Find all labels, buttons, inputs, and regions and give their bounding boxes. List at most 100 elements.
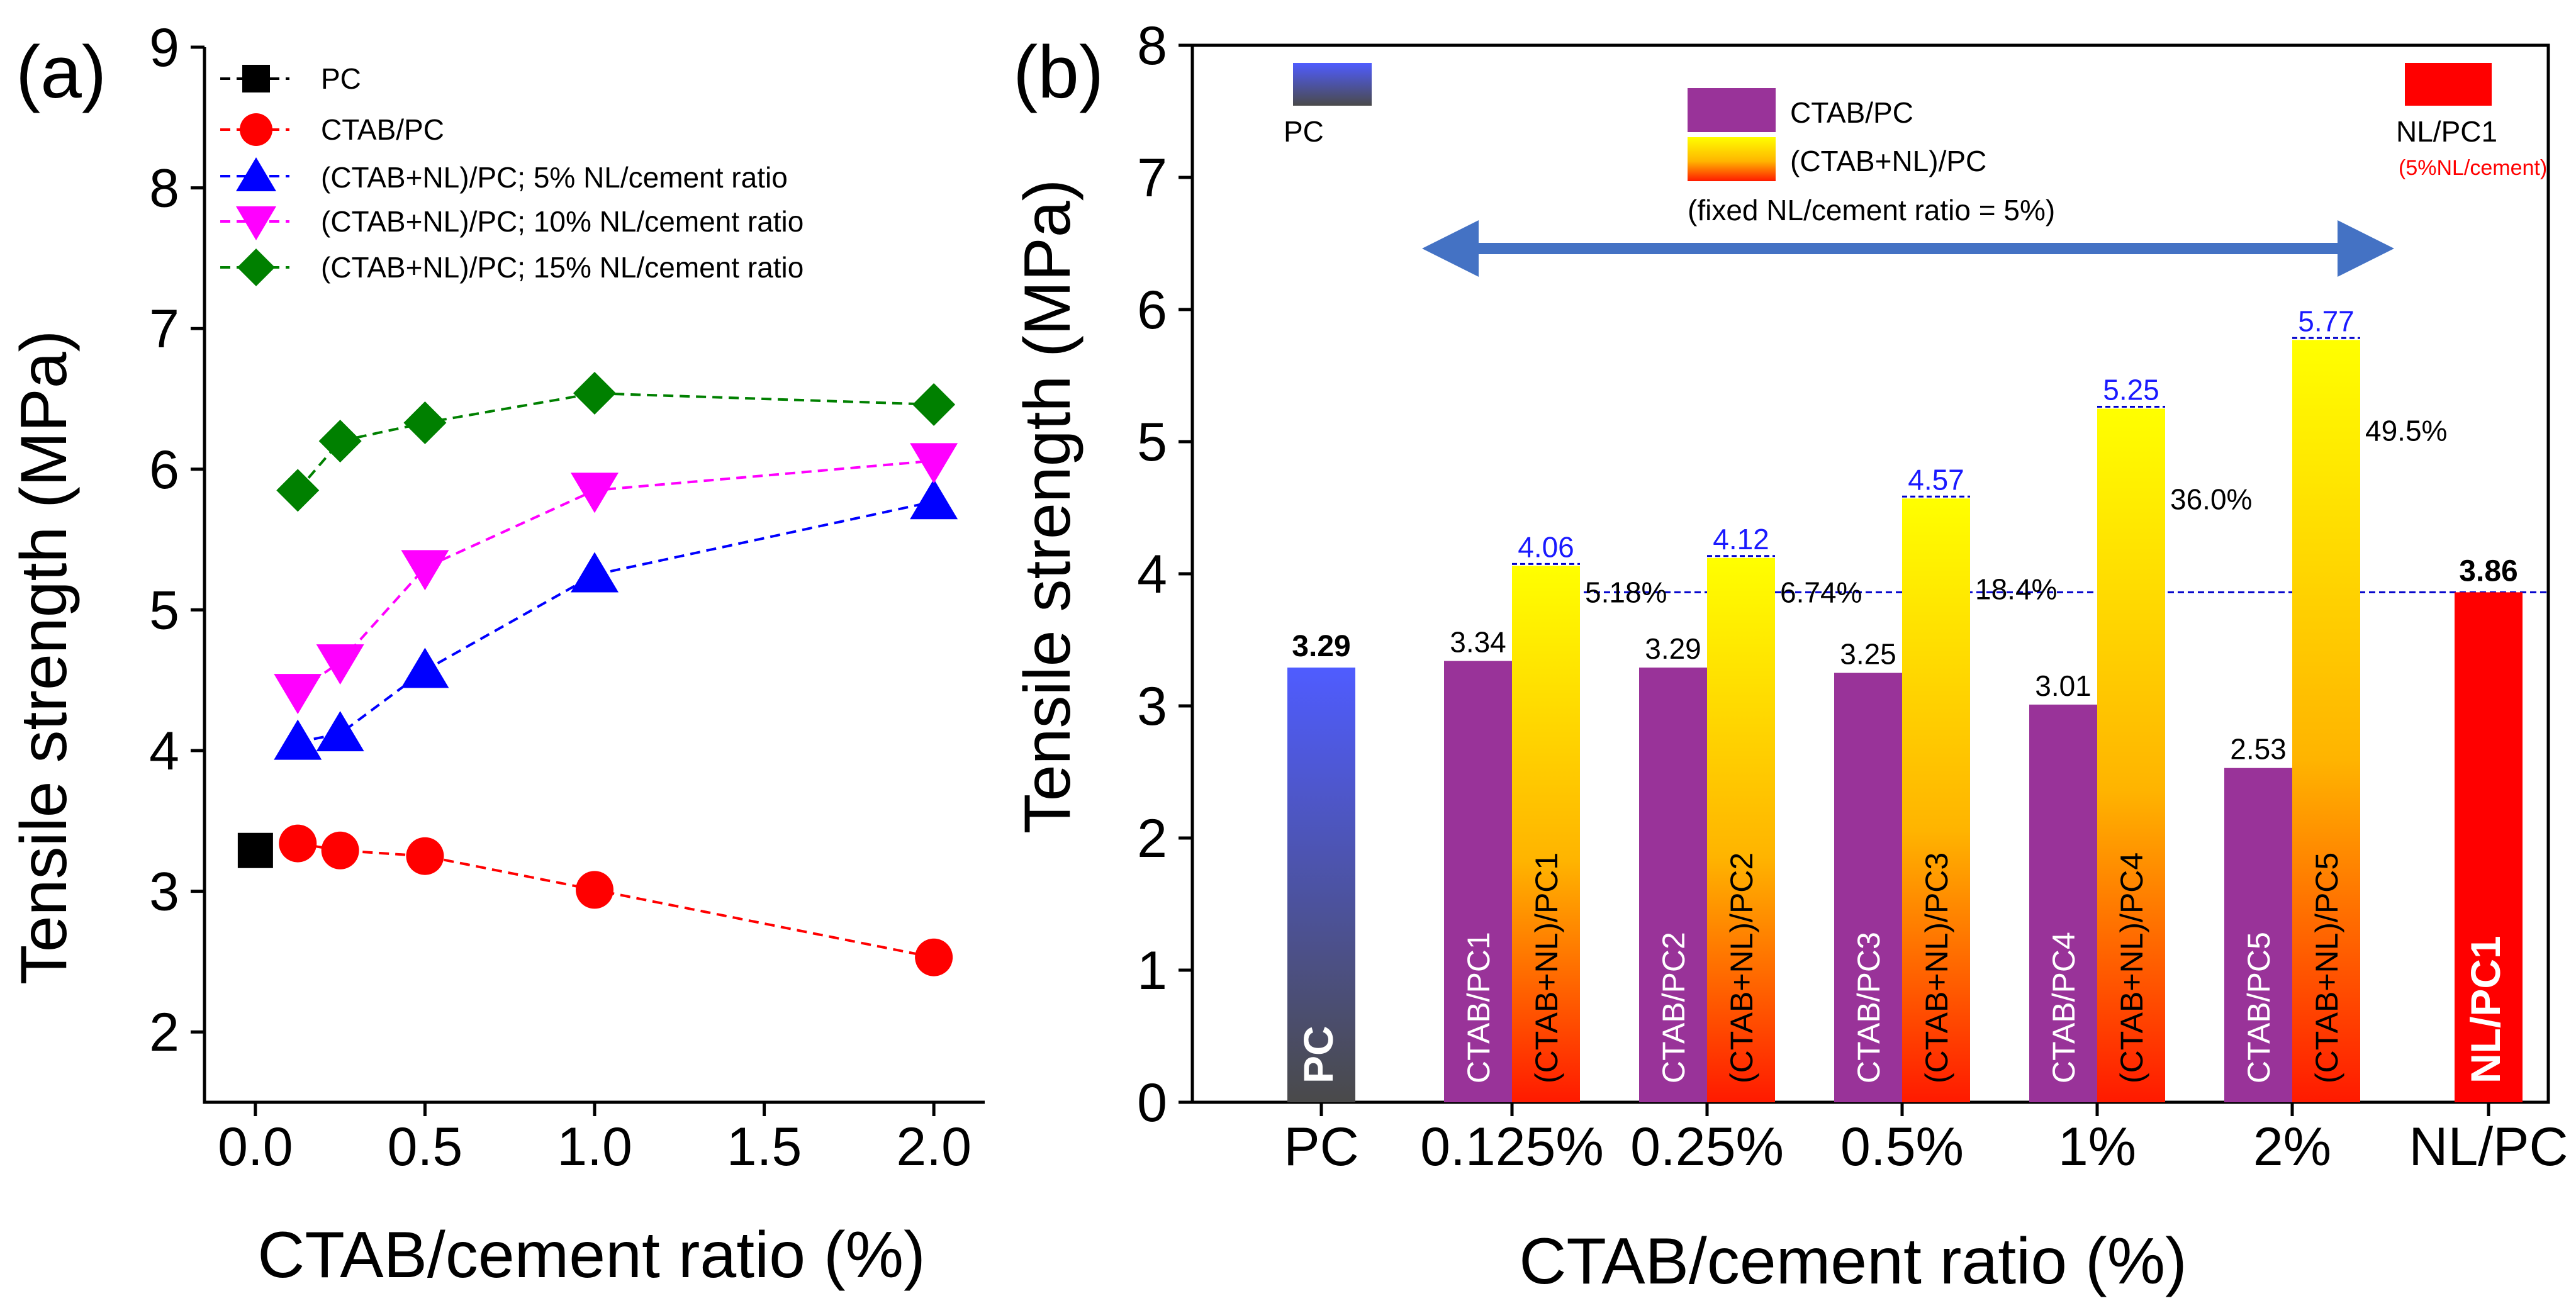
legend-entry-pc: PC (220, 62, 361, 95)
bar-inner-label-5: CTAB/PC3 (1851, 932, 1886, 1083)
legend-entry-15pct: (CTAB+NL)/PC; 15% NL/cement ratio (220, 249, 804, 286)
bar-value-label-5: 3.25 (1840, 638, 1896, 671)
panel-b-y-axis-title: Tensile strength (MPa) (1011, 179, 1084, 834)
panel-a-x-tick-label: 1.0 (557, 1117, 632, 1177)
panel-b-x-tick-label: PC (1284, 1117, 1358, 1177)
panel-b-x-tick-label: NL/PC (2409, 1117, 2568, 1177)
bar-4 (1707, 557, 1775, 1102)
bar-value-label-7: 3.01 (2035, 669, 2092, 702)
data-point-s3-4 (910, 443, 958, 484)
panel-b-x-tick-label: 0.125% (1420, 1117, 1604, 1177)
data-point-s2-1 (316, 711, 364, 752)
legend-label-b-ctab-nl: (CTAB+NL)/PC (1790, 145, 1986, 177)
data-point-s1-0 (279, 824, 317, 863)
bar-10 (2292, 340, 2360, 1102)
data-point-s1-1 (321, 831, 359, 869)
panel-b-legend: PC CTAB/PC (CTAB+NL)/PC (fixed NL/cement… (1284, 63, 2547, 226)
panel-b-bars (1287, 340, 2548, 1102)
panel-b-y-tick-label: 1 (1137, 941, 1167, 1001)
panel-a-label: (a) (16, 31, 106, 114)
legend-label-b-pc: PC (1284, 115, 1324, 148)
panel-a-markers (237, 372, 958, 976)
legend-entry-ctab: CTAB/PC (220, 113, 444, 146)
legend-entry-5pct: (CTAB+NL)/PC; 5% NL/cement ratio (220, 157, 788, 194)
legend-note-nlpc: (5%NL/cement) (2399, 156, 2547, 180)
data-point-s2-3 (571, 552, 619, 593)
bar-inner-label-1: CTAB/PC1 (1461, 932, 1496, 1083)
panel-a-y-tick-label: 3 (149, 862, 179, 922)
panel-b-value-labels: PC 3.29 CTAB/PC1 3.34 (CTAB+NL)/PC1 4.06 5.18%… (1292, 305, 2517, 1083)
data-point-s1-3 (576, 871, 613, 909)
legend-label-15pct: (CTAB+NL)/PC; 15% NL/cement ratio (321, 251, 804, 284)
data-point-s3-3 (571, 472, 619, 513)
panel-a-axis-frame (203, 47, 985, 1104)
bar-5 (1834, 673, 1902, 1102)
panel-b-x-tick-label: 2% (2253, 1117, 2331, 1177)
bar-increase-label-8: 36.0% (2170, 483, 2252, 516)
bar-increase-label-2: 5.18% (1585, 576, 1667, 608)
bar-inner-label-0: PC (1295, 1026, 1341, 1083)
bar-increase-label-6: 18.4% (1975, 573, 2057, 605)
panel-a-x-tick-label: 0.0 (218, 1117, 293, 1177)
bar-inner-label-3: CTAB/PC2 (1656, 932, 1691, 1083)
bar-inner-label-8: (CTAB+NL)/PC4 (2114, 852, 2149, 1083)
panel-a-y-tick-label: 8 (149, 159, 179, 219)
bar-8 (2097, 408, 2165, 1102)
legend-swatch-ctab-nl (1688, 137, 1776, 181)
bar-value-label-4: 4.12 (1713, 523, 1769, 556)
bar-inner-label-7: CTAB/PC4 (2046, 932, 2081, 1083)
bar-inner-label-11: NL/PC1 (2462, 936, 2509, 1083)
legend-entry-10pct: (CTAB+NL)/PC; 10% NL/cement ratio (220, 205, 804, 240)
panel-a-y-tick-label: 6 (149, 440, 179, 500)
panel-b-y-tick-label: 3 (1137, 676, 1167, 737)
panel-b-y-tick-label: 4 (1137, 544, 1167, 605)
panel-a-y-tick-label: 7 (149, 299, 179, 359)
bar-1 (1444, 661, 1512, 1102)
bar-inner-label-4: (CTAB+NL)/PC2 (1724, 852, 1759, 1083)
bar-0 (1287, 668, 1355, 1102)
panel-a-y-tick-label: 2 (149, 1002, 179, 1063)
bar-inner-label-6: (CTAB+NL)/PC3 (1919, 852, 1954, 1083)
data-point-s2-4 (910, 479, 958, 520)
data-point-s4-4 (912, 383, 956, 426)
panel-b-y-tick-label: 2 (1137, 808, 1167, 869)
panel-a-x-axis-title: CTAB/cement ratio (%) (257, 1219, 925, 1292)
bar-inner-label-9: CTAB/PC5 (2241, 932, 2276, 1083)
panel-a-y-tick-label: 9 (149, 18, 179, 78)
series-line-1 (297, 842, 934, 959)
panel-b-y-tick-label: 0 (1137, 1073, 1167, 1133)
legend-label-b-nlpc: NL/PC1 (2396, 115, 2497, 148)
legend-label-5pct: (CTAB+NL)/PC; 5% NL/cement ratio (321, 161, 788, 194)
panel-b-y-tick-label: 6 (1137, 280, 1167, 340)
bar-9 (2224, 768, 2292, 1102)
data-point-s1-2 (406, 837, 444, 875)
legend-swatch-pc (1293, 63, 1372, 106)
panel-a-y-axis-title: Tensile strength (MPa) (8, 330, 81, 985)
legend-swatch-nlpc (2405, 63, 2492, 106)
panel-a-x-tick-label: 1.5 (727, 1117, 802, 1177)
panel-b-x-tick-label: 0.5% (1840, 1117, 1964, 1177)
panel-b-label: (b) (1013, 31, 1104, 114)
panel-a-x-tick-label: 2.0 (896, 1117, 972, 1177)
panel-a-legend: PC CTAB/PC (CTAB+NL)/PC; 5% NL/cement ra… (220, 62, 804, 286)
panel-a-x-tick-label: 0.5 (388, 1117, 463, 1177)
panel-a-y-tick-label: 4 (149, 721, 179, 781)
data-point-s3-0 (274, 674, 322, 715)
panel-b-y-tick-label: 8 (1137, 16, 1167, 76)
data-point-s4-0 (276, 469, 320, 512)
data-point-s0-0 (237, 832, 273, 868)
series-line-2 (297, 500, 934, 744)
panel-b-x-tick-label: 0.25% (1630, 1117, 1784, 1177)
data-point-s4-1 (318, 420, 362, 463)
legend-swatch-ctab (1688, 88, 1776, 132)
bar-3 (1639, 668, 1707, 1102)
bar-value-label-2: 4.06 (1518, 530, 1574, 563)
data-point-s3-2 (401, 550, 449, 591)
panel-b-axes: 0 1 2 3 4 5 6 7 8 PC 0.125% 0.25% 0.5% 1% 2% NL/PC (1137, 16, 2568, 1177)
bar-value-label-3: 3.29 (1645, 632, 1701, 665)
bar-value-label-1: 3.34 (1450, 626, 1506, 659)
legend-label-b-ctab: CTAB/PC (1790, 96, 1913, 129)
bar-11 (2455, 592, 2523, 1102)
bar-value-label-8: 5.25 (2103, 374, 2159, 406)
